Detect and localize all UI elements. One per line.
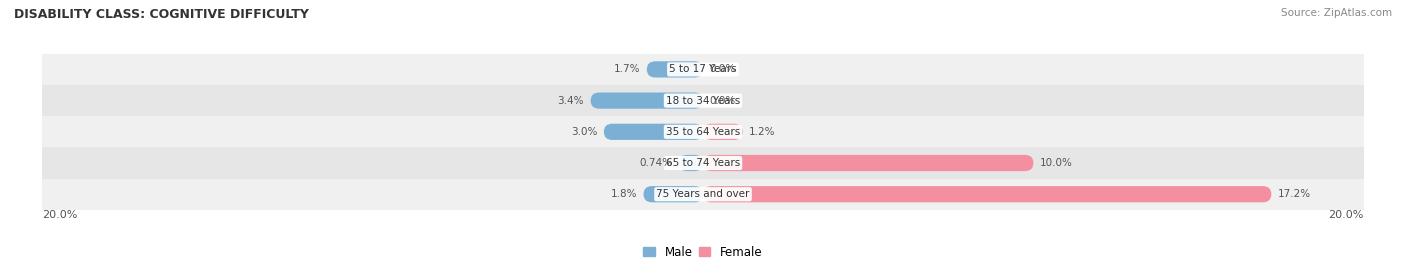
- Text: 10.0%: 10.0%: [1040, 158, 1073, 168]
- Text: 0.0%: 0.0%: [710, 95, 735, 106]
- Text: 0.74%: 0.74%: [638, 158, 672, 168]
- Text: 5 to 17 Years: 5 to 17 Years: [669, 64, 737, 75]
- FancyBboxPatch shape: [679, 155, 703, 171]
- Legend: Male, Female: Male, Female: [644, 246, 762, 259]
- Text: 35 to 64 Years: 35 to 64 Years: [666, 127, 740, 137]
- Text: Source: ZipAtlas.com: Source: ZipAtlas.com: [1281, 8, 1392, 18]
- Text: 20.0%: 20.0%: [42, 210, 77, 220]
- Text: 1.7%: 1.7%: [614, 64, 640, 75]
- Bar: [42, 54, 1364, 85]
- Bar: [42, 179, 1364, 210]
- Text: 20.0%: 20.0%: [1329, 210, 1364, 220]
- Text: 1.8%: 1.8%: [610, 189, 637, 199]
- Text: 3.4%: 3.4%: [558, 95, 583, 106]
- FancyBboxPatch shape: [703, 155, 1033, 171]
- FancyBboxPatch shape: [647, 61, 703, 77]
- FancyBboxPatch shape: [703, 124, 742, 140]
- Text: 0.0%: 0.0%: [710, 64, 735, 75]
- Text: 3.0%: 3.0%: [571, 127, 598, 137]
- Text: 75 Years and over: 75 Years and over: [657, 189, 749, 199]
- FancyBboxPatch shape: [703, 186, 1271, 202]
- Text: 18 to 34 Years: 18 to 34 Years: [666, 95, 740, 106]
- FancyBboxPatch shape: [591, 93, 703, 109]
- Text: DISABILITY CLASS: COGNITIVE DIFFICULTY: DISABILITY CLASS: COGNITIVE DIFFICULTY: [14, 8, 309, 21]
- FancyBboxPatch shape: [605, 124, 703, 140]
- Bar: [42, 85, 1364, 116]
- Bar: [42, 147, 1364, 179]
- FancyBboxPatch shape: [644, 186, 703, 202]
- Text: 1.2%: 1.2%: [749, 127, 776, 137]
- Text: 65 to 74 Years: 65 to 74 Years: [666, 158, 740, 168]
- Text: 17.2%: 17.2%: [1278, 189, 1310, 199]
- Bar: [42, 116, 1364, 147]
